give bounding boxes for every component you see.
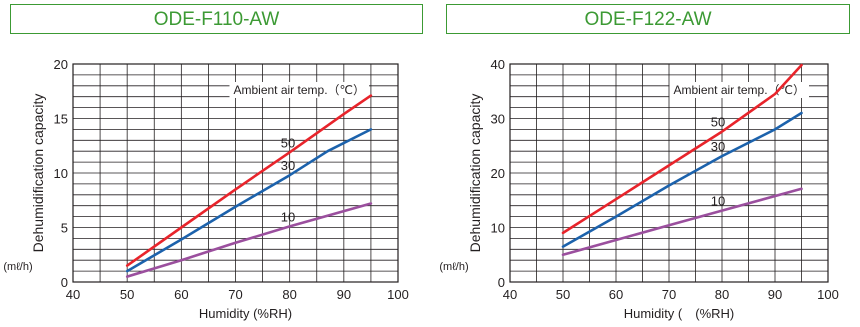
series-label-30: 30 (281, 158, 295, 173)
series-label-10: 10 (281, 209, 295, 224)
x-tick-label: 80 (282, 287, 296, 302)
y-axis-label: Dehumidification capacity (467, 94, 483, 253)
x-tick-label: 50 (556, 287, 570, 302)
x-axis-label: Humidity (%RH) (199, 306, 292, 321)
chart-panel-1: ODE-F110-AW Ambient air temp.（℃） 50 30 10 40… (3, 4, 423, 321)
x-tick-label: 80 (715, 287, 729, 302)
x-tick-label: 60 (609, 287, 623, 302)
x-tick-label: 90 (768, 287, 782, 302)
y-tick-label: 20 (491, 166, 505, 181)
x-tick-label: 50 (120, 287, 134, 302)
legend-title-background (229, 82, 369, 98)
series-line-50 (125, 94, 373, 267)
plot-frame (509, 63, 829, 283)
chart-plot: Ambient air temp.（℃） 50 30 10 40 50 60 70 80 90 10… (439, 57, 839, 321)
plot-frame (72, 63, 399, 283)
y-tick-label: 30 (491, 112, 505, 127)
chart-title: ODE-F122-AW (446, 4, 850, 34)
x-tick-label: 60 (174, 287, 188, 302)
x-tick-label: 40 (503, 287, 517, 302)
y-tick-label: 5 (61, 221, 68, 236)
series-line-30 (125, 128, 373, 273)
y-tick-label: 15 (54, 112, 68, 127)
y-axis-label: Dehumidification capacity (30, 94, 46, 253)
series-label-50: 50 (281, 135, 295, 150)
x-tick-label: 100 (817, 287, 839, 302)
x-tick-label: 100 (387, 287, 409, 302)
series-label-10: 10 (711, 194, 725, 209)
y-tick-label: 10 (491, 221, 505, 236)
chart-panel-2: ODE-F122-AW Ambient air temp.（℃） 50 30 10 40… (430, 0, 860, 327)
y-axis-unit: (mℓ/h) (3, 261, 32, 273)
x-axis-label: Humidity ( (%RH) (624, 306, 735, 321)
x-tick-label: 40 (66, 287, 80, 302)
y-tick-label: 10 (54, 166, 68, 181)
series-label-30: 30 (711, 139, 725, 154)
y-tick-label: 0 (61, 275, 68, 290)
x-tick-label: 70 (662, 287, 676, 302)
y-tick-label: 40 (491, 57, 505, 72)
series-line-10 (561, 187, 803, 257)
series-line-30 (561, 111, 803, 248)
series-line-10 (125, 202, 373, 278)
x-tick-label: 70 (228, 287, 242, 302)
series-label-50: 50 (711, 115, 725, 130)
y-axis-unit: (mℓ/h) (439, 261, 468, 273)
chart-title: ODE-F110-AW (10, 4, 423, 34)
series-line-50 (561, 63, 803, 235)
legend-title: Ambient air temp.（℃） (673, 83, 805, 97)
y-tick-label: 20 (54, 57, 68, 72)
y-tick-label: 0 (498, 275, 505, 290)
legend-title: Ambient air temp.（℃） (233, 83, 365, 97)
grid (510, 64, 828, 282)
x-tick-label: 90 (337, 287, 351, 302)
